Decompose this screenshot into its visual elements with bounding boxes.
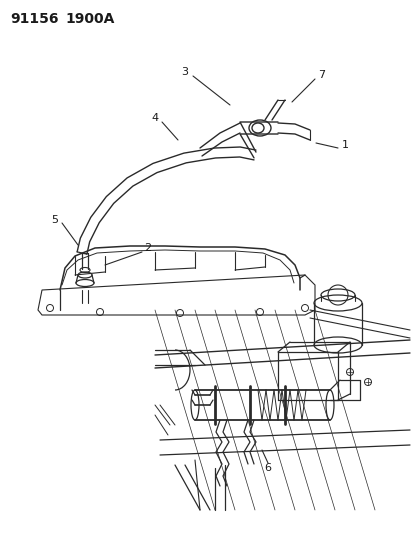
Text: 4: 4: [151, 113, 158, 123]
Text: 1: 1: [341, 140, 348, 150]
Text: 2: 2: [144, 243, 151, 253]
Text: 5: 5: [51, 215, 58, 225]
Text: 3: 3: [181, 67, 188, 77]
Text: 6: 6: [264, 463, 271, 473]
Text: 1900A: 1900A: [65, 12, 114, 26]
Text: 91156: 91156: [10, 12, 58, 26]
Text: 7: 7: [318, 70, 325, 80]
